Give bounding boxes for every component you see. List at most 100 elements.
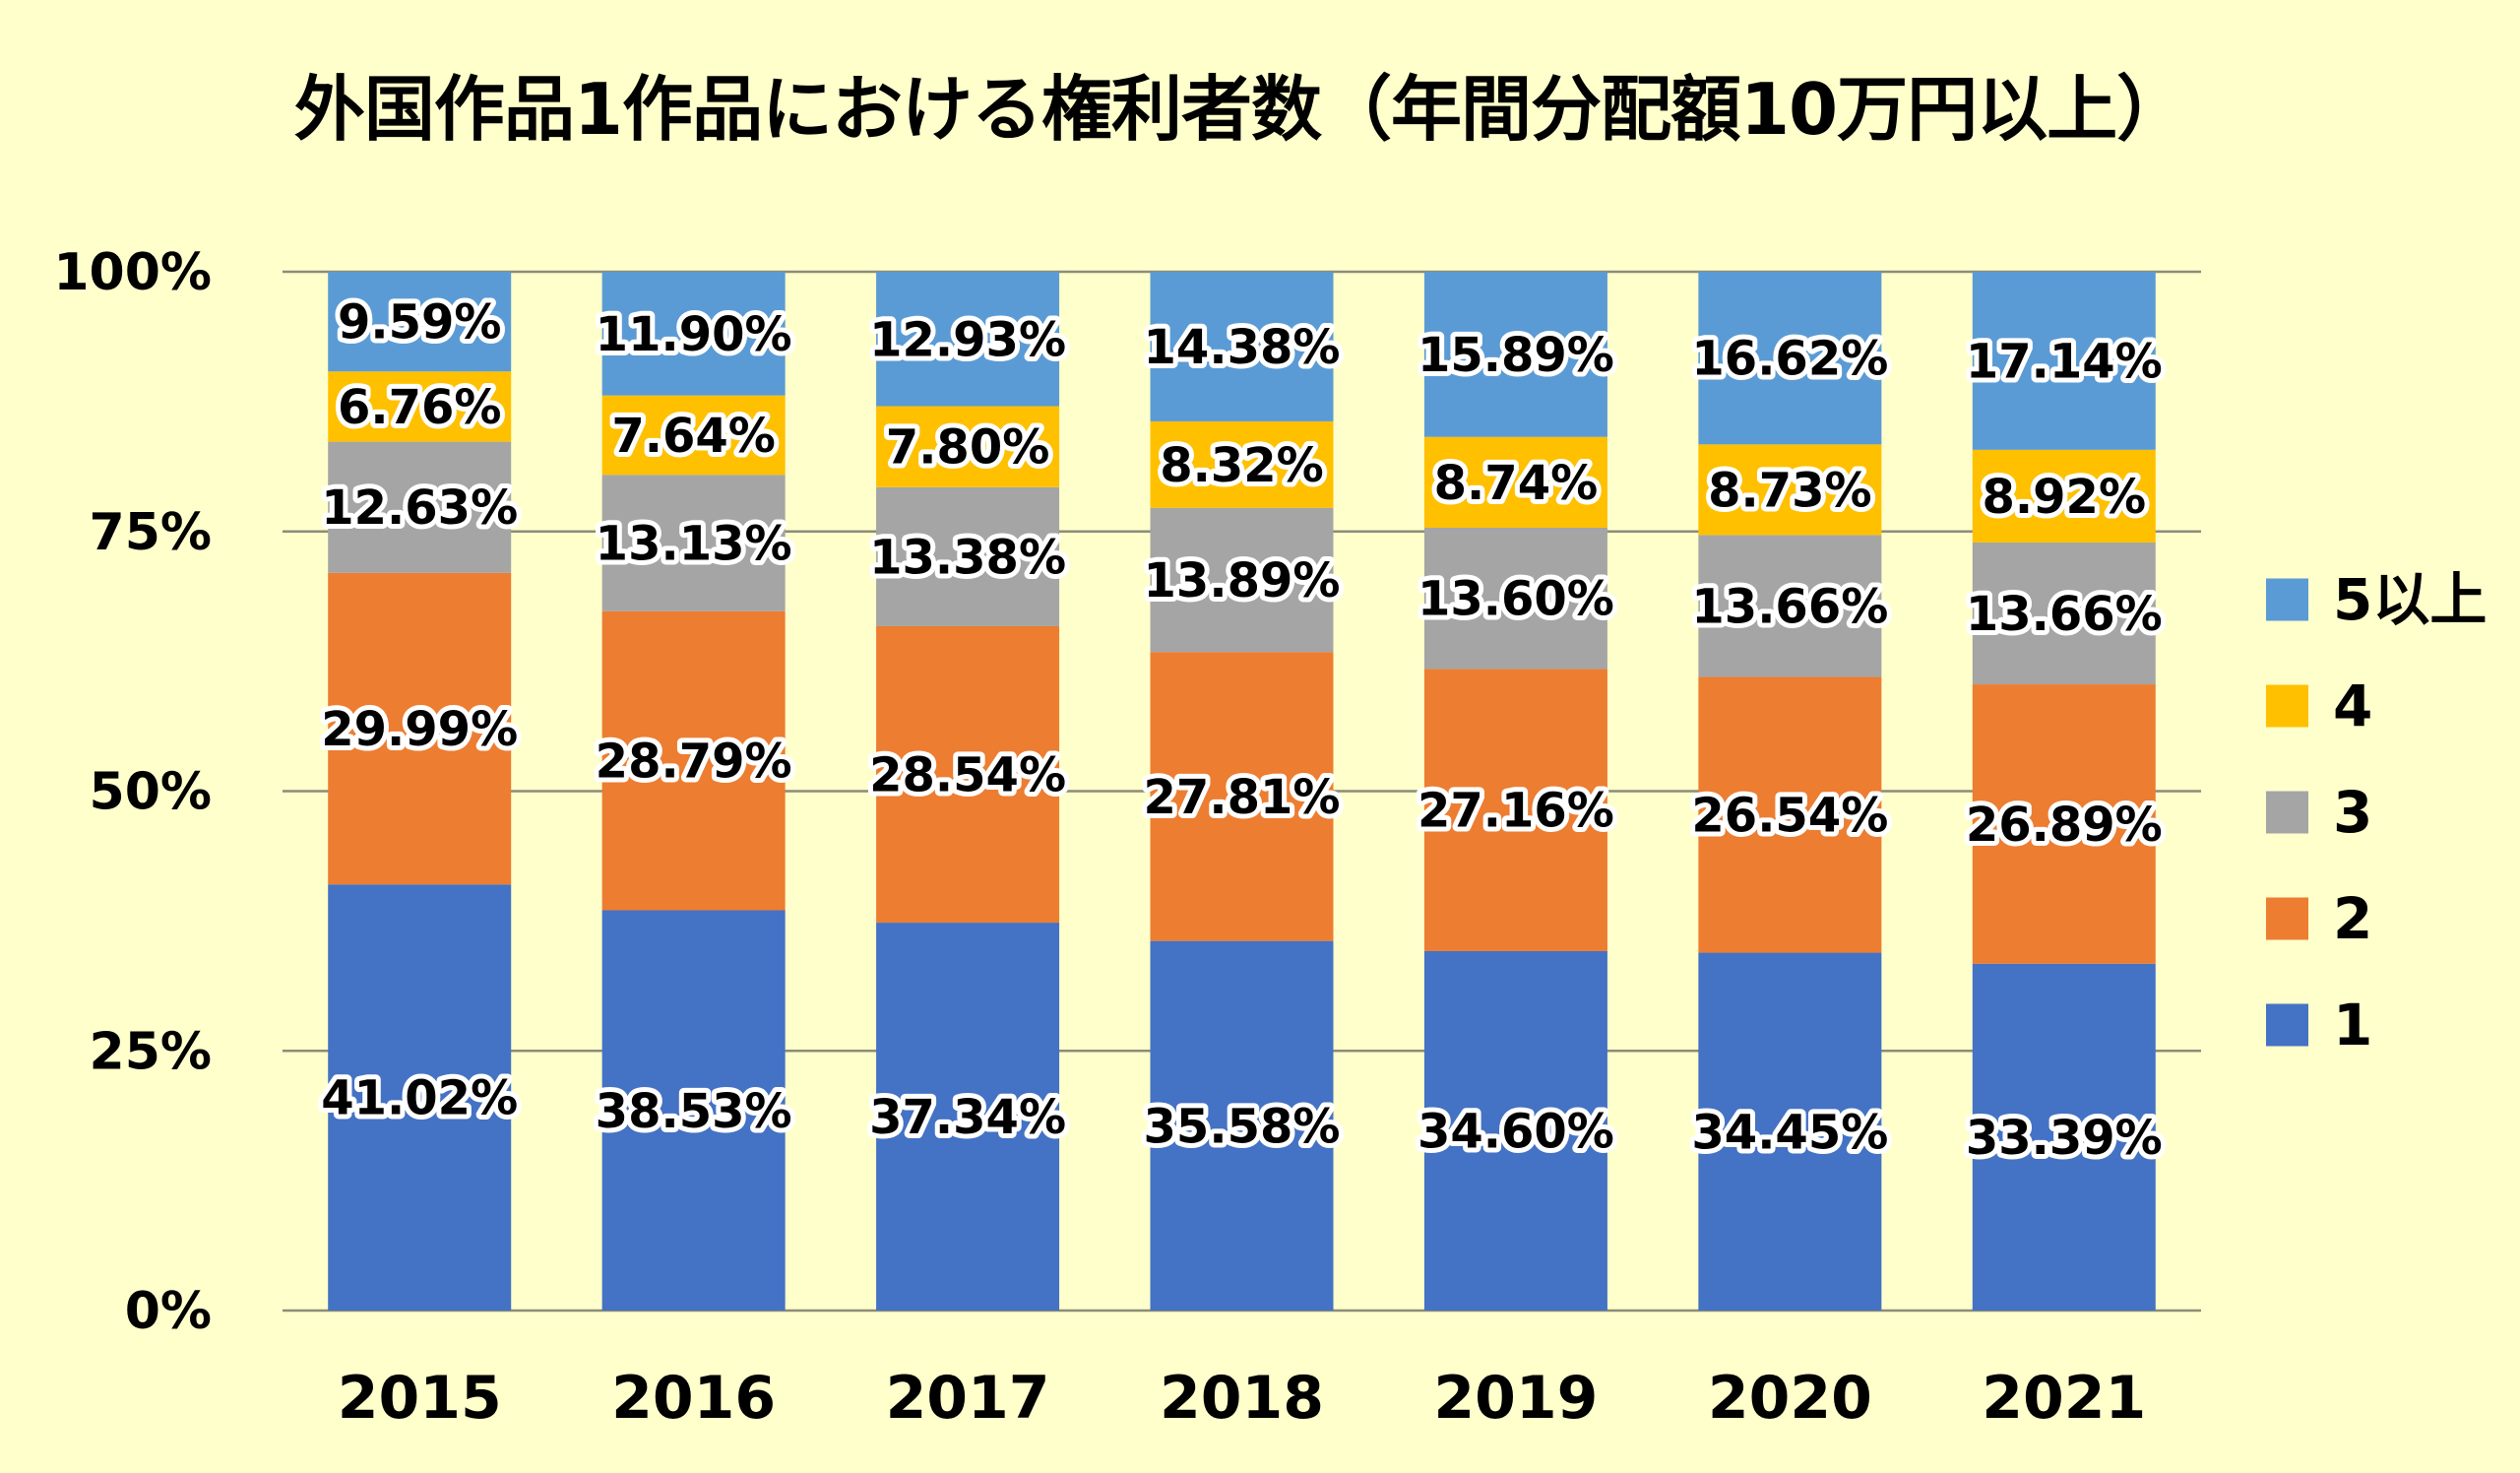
bar-segment-3	[1698, 535, 1882, 677]
bar-segment-2	[1698, 676, 1882, 953]
legend-label: 3	[2333, 779, 2372, 846]
bar-segment-1	[1423, 950, 1607, 1311]
data-labels: 41.02% 29.99% 12.63% 6.76% 9.59% 38.53% 28.79%…	[316, 290, 2167, 1171]
data-label: 13.60%	[1418, 572, 1614, 627]
legend-swatch	[2266, 1003, 2308, 1047]
data-label: 13.66%	[1691, 579, 1888, 634]
bar-segment-2	[1423, 669, 1607, 951]
bar-segment-2	[601, 610, 786, 911]
y-tick-label: 0%	[125, 1282, 212, 1341]
bar-segment-4	[1423, 436, 1607, 528]
y-tick-label: 25%	[90, 1022, 212, 1081]
legend-item: 1	[2266, 992, 2372, 1058]
legend: 5以上 4 3 2 1	[2266, 566, 2487, 1058]
data-label: 41.02%	[321, 1071, 518, 1126]
bar-segment-3	[1423, 527, 1607, 670]
bar-segment-4	[1698, 444, 1882, 536]
data-label: 15.89%	[1418, 328, 1614, 383]
data-label: 11.90%	[596, 307, 792, 362]
x-tick-label: 2018	[1160, 1364, 1324, 1433]
data-label: 37.34%	[869, 1090, 1066, 1145]
bar-segment-5以上	[1972, 272, 2156, 450]
bar-segment-4	[876, 406, 1060, 487]
x-tick-label: 2017	[886, 1364, 1050, 1433]
x-tick-label: 2021	[1982, 1364, 2146, 1433]
data-label: 13.13%	[596, 517, 792, 572]
data-label: 26.54%	[1691, 789, 1888, 844]
bar-segment-4	[328, 371, 512, 442]
legend-item: 5以上	[2266, 566, 2487, 633]
bar-segment-2	[1972, 684, 2156, 964]
data-label: 34.45%	[1691, 1105, 1888, 1160]
bar-segment-2	[328, 572, 512, 885]
data-label: 7.64%	[611, 409, 776, 464]
bar-segment-4	[1972, 449, 2156, 543]
data-label: 16.62%	[1691, 332, 1888, 387]
data-label: 29.99%	[321, 702, 518, 757]
y-tick-label: 75%	[90, 503, 212, 562]
bar-segment-1	[876, 923, 1060, 1311]
data-label: 8.92%	[1983, 470, 2147, 525]
chart-title: 外国作品1作品における権利者数（年間分配額10万円以上）	[293, 68, 2187, 151]
legend-swatch	[2266, 897, 2308, 940]
legend-swatch	[2266, 684, 2308, 728]
bar-segment-1	[601, 910, 786, 1311]
legend-item: 3	[2266, 779, 2372, 846]
bar-segment-1	[1150, 940, 1334, 1311]
legend-label: 2	[2333, 885, 2372, 952]
y-axis: 0% 25% 50% 75% 100%	[53, 243, 212, 1341]
bar-segment-3	[876, 486, 1060, 626]
data-label: 8.32%	[1160, 438, 1324, 493]
data-label: 13.89%	[1144, 553, 1341, 608]
legend-item: 2	[2266, 885, 2372, 952]
x-tick-label: 2019	[1433, 1364, 1598, 1433]
bar-segment-3	[328, 441, 512, 573]
data-label: 35.58%	[1144, 1099, 1341, 1154]
bar-segment-5以上	[1150, 272, 1334, 421]
data-label: 28.54%	[869, 748, 1066, 803]
data-label: 38.53%	[596, 1084, 792, 1139]
bar-segment-5以上	[1423, 272, 1607, 437]
bar-segment-3	[601, 475, 786, 611]
x-axis: 2015 2016 2017 2018 2019 2020 2021	[338, 1364, 2147, 1433]
data-label: 34.60%	[1418, 1104, 1614, 1159]
data-label: 14.38%	[1144, 320, 1341, 375]
data-label: 7.80%	[886, 420, 1050, 476]
bar-segment-5以上	[328, 272, 512, 372]
data-label: 13.66%	[1966, 587, 2163, 642]
bar-segment-5以上	[601, 272, 786, 396]
data-label: 8.74%	[1434, 456, 1599, 511]
bars	[328, 272, 2156, 1311]
legend-label: 4	[2333, 672, 2372, 739]
bar-segment-5以上	[1698, 272, 1882, 445]
bar-segment-2	[876, 625, 1060, 924]
legend-item: 4	[2266, 672, 2372, 739]
data-label: 8.73%	[1708, 463, 1872, 518]
bar-segment-2	[1150, 652, 1334, 941]
bar-segment-4	[601, 395, 786, 476]
x-tick-label: 2015	[338, 1364, 502, 1433]
bar-segment-1	[328, 884, 512, 1311]
data-label: 9.59%	[338, 295, 502, 351]
data-label: 12.93%	[869, 312, 1066, 367]
bar-segment-1	[1698, 952, 1882, 1311]
bar-segment-1	[1972, 963, 2156, 1311]
data-label: 33.39%	[1966, 1111, 2163, 1166]
data-label: 17.14%	[1966, 334, 2163, 389]
x-tick-label: 2020	[1708, 1364, 1872, 1433]
legend-swatch	[2266, 578, 2308, 621]
y-tick-label: 100%	[53, 243, 212, 302]
legend-label: 1	[2333, 992, 2372, 1058]
data-label: 26.89%	[1966, 798, 2163, 853]
data-label: 12.63%	[321, 480, 518, 536]
bar-segment-4	[1150, 420, 1334, 508]
bar-segment-5以上	[876, 272, 1060, 407]
data-label: 27.16%	[1418, 784, 1614, 839]
legend-swatch	[2266, 791, 2308, 834]
data-label: 6.76%	[338, 380, 502, 435]
data-label: 27.81%	[1144, 770, 1341, 825]
y-tick-label: 50%	[90, 763, 212, 822]
bar-segment-3	[1972, 542, 2156, 685]
legend-label: 5以上	[2333, 566, 2487, 633]
